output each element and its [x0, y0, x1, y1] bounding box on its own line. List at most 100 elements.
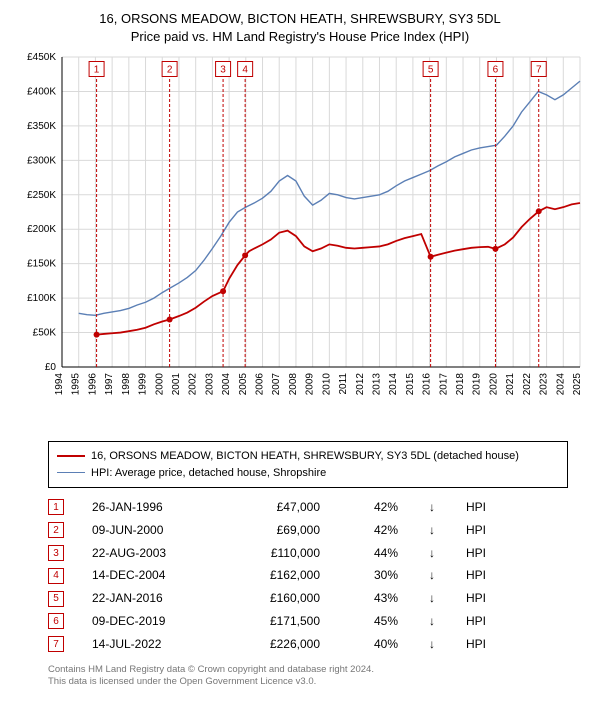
- event-pct: 45%: [348, 610, 398, 633]
- svg-text:6: 6: [493, 65, 499, 76]
- event-suffix: HPI: [466, 587, 486, 610]
- svg-text:2005: 2005: [238, 373, 249, 396]
- svg-text:£150K: £150K: [27, 259, 56, 270]
- svg-text:1994: 1994: [54, 373, 65, 396]
- svg-text:£450K: £450K: [27, 52, 56, 63]
- event-date: 22-JAN-2016: [92, 587, 202, 610]
- legend-label: HPI: Average price, detached house, Shro…: [91, 465, 326, 482]
- svg-text:1998: 1998: [121, 373, 132, 396]
- svg-text:1996: 1996: [87, 373, 98, 396]
- legend-row: HPI: Average price, detached house, Shro…: [57, 465, 559, 482]
- event-suffix: HPI: [466, 542, 486, 565]
- svg-text:£250K: £250K: [27, 190, 56, 201]
- event-row: 1 26-JAN-1996 £47,000 42% ↓ HPI: [48, 496, 584, 519]
- event-suffix: HPI: [466, 610, 486, 633]
- svg-text:2012: 2012: [355, 373, 366, 396]
- svg-text:2007: 2007: [271, 373, 282, 396]
- svg-text:1: 1: [94, 65, 100, 76]
- event-date: 26-JAN-1996: [92, 496, 202, 519]
- event-row: 209-JUN-2000£69,00042%↓HPI: [48, 519, 584, 542]
- event-number-box: 7: [48, 636, 64, 652]
- event-price: £162,000: [230, 564, 320, 587]
- event-suffix: HPI: [466, 564, 486, 587]
- chart-svg: 1994199519961997199819992000200120022003…: [14, 51, 586, 431]
- legend-box: 16, ORSONS MEADOW, BICTON HEATH, SHREWSB…: [48, 441, 568, 488]
- svg-text:2022: 2022: [522, 373, 533, 396]
- event-row: 322-AUG-2003£110,00044%↓HPI: [48, 542, 584, 565]
- svg-text:2003: 2003: [204, 373, 215, 396]
- svg-text:2020: 2020: [488, 373, 499, 396]
- event-date: 09-DEC-2019: [92, 610, 202, 633]
- event-row: 7 14-JUL-2022 £226,000 40% ↓ HPI: [48, 633, 584, 656]
- svg-text:£100K: £100K: [27, 293, 56, 304]
- event-pct: 40%: [348, 633, 398, 656]
- legend-label: 16, ORSONS MEADOW, BICTON HEATH, SHREWSB…: [91, 448, 519, 465]
- svg-text:2017: 2017: [438, 373, 449, 396]
- title-line-2: Price paid vs. HM Land Registry's House …: [131, 29, 469, 44]
- down-arrow-icon: ↓: [426, 633, 438, 656]
- down-arrow-icon: ↓: [426, 519, 438, 542]
- svg-text:1997: 1997: [104, 373, 115, 396]
- down-arrow-icon: ↓: [426, 496, 438, 519]
- event-date: 14-DEC-2004: [92, 564, 202, 587]
- svg-text:2024: 2024: [555, 373, 566, 396]
- svg-text:2018: 2018: [455, 373, 466, 396]
- down-arrow-icon: ↓: [426, 610, 438, 633]
- disclaimer-line-1: Contains HM Land Registry data © Crown c…: [48, 664, 374, 675]
- event-date: 14-JUL-2022: [92, 633, 202, 656]
- event-price: £226,000: [230, 633, 320, 656]
- event-number-box: 6: [48, 613, 64, 629]
- svg-text:2006: 2006: [255, 373, 266, 396]
- event-row: 522-JAN-2016£160,00043%↓HPI: [48, 587, 584, 610]
- svg-text:2021: 2021: [505, 373, 516, 396]
- svg-text:£50K: £50K: [33, 328, 57, 339]
- svg-text:2013: 2013: [371, 373, 382, 396]
- legend-swatch: [57, 472, 85, 473]
- svg-text:£200K: £200K: [27, 224, 56, 235]
- event-number-box: 4: [48, 568, 64, 584]
- events-table: 126-JAN-1996£47,00042%↓HPI209-JUN-2000£6…: [48, 496, 584, 656]
- svg-text:2015: 2015: [405, 373, 416, 396]
- event-suffix: HPI: [466, 633, 486, 656]
- svg-text:£0: £0: [45, 362, 57, 373]
- chart-title: 16, ORSONS MEADOW, BICTON HEATH, SHREWSB…: [14, 10, 586, 45]
- svg-text:4: 4: [242, 65, 248, 76]
- event-date: 09-JUN-2000: [92, 519, 202, 542]
- event-price: £47,000: [230, 496, 320, 519]
- svg-text:£400K: £400K: [27, 87, 56, 98]
- svg-text:£300K: £300K: [27, 155, 56, 166]
- event-number-box: 3: [48, 545, 64, 561]
- page-container: 16, ORSONS MEADOW, BICTON HEATH, SHREWSB…: [0, 0, 600, 696]
- disclaimer: Contains HM Land Registry data © Crown c…: [48, 664, 584, 689]
- svg-text:2004: 2004: [221, 373, 232, 396]
- svg-text:2008: 2008: [288, 373, 299, 396]
- disclaimer-line-2: This data is licensed under the Open Gov…: [48, 676, 316, 687]
- event-pct: 42%: [348, 519, 398, 542]
- event-row: 414-DEC-2004£162,00030%↓HPI: [48, 564, 584, 587]
- svg-text:1999: 1999: [138, 373, 149, 396]
- down-arrow-icon: ↓: [426, 542, 438, 565]
- event-pct: 42%: [348, 496, 398, 519]
- svg-text:£350K: £350K: [27, 121, 56, 132]
- event-number-box: 2: [48, 522, 64, 538]
- svg-text:2009: 2009: [305, 373, 316, 396]
- svg-text:2025: 2025: [572, 373, 583, 396]
- down-arrow-icon: ↓: [426, 587, 438, 610]
- down-arrow-icon: ↓: [426, 564, 438, 587]
- event-row: 609-DEC-2019£171,50045%↓HPI: [48, 610, 584, 633]
- event-suffix: HPI: [466, 496, 486, 519]
- svg-text:5: 5: [428, 65, 434, 76]
- svg-text:1995: 1995: [71, 373, 82, 396]
- event-price: £160,000: [230, 587, 320, 610]
- event-pct: 44%: [348, 542, 398, 565]
- legend-row: 16, ORSONS MEADOW, BICTON HEATH, SHREWSB…: [57, 448, 559, 465]
- svg-text:2011: 2011: [338, 373, 349, 395]
- event-date: 22-AUG-2003: [92, 542, 202, 565]
- svg-text:2016: 2016: [422, 373, 433, 396]
- event-number-box: 1: [48, 499, 64, 515]
- svg-text:2019: 2019: [472, 373, 483, 396]
- legend-swatch: [57, 455, 85, 457]
- event-suffix: HPI: [466, 519, 486, 542]
- svg-text:2: 2: [167, 65, 173, 76]
- event-number-box: 5: [48, 591, 64, 607]
